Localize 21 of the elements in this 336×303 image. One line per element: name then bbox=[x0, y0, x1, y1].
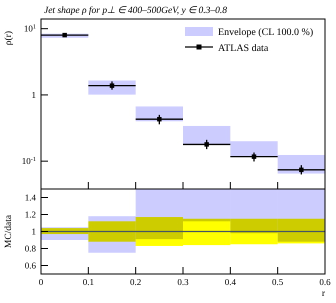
x-axis-title: r bbox=[322, 289, 326, 299]
y-tick-label: 10$^{1}$ bbox=[24, 23, 36, 34]
y-axis-title: ρ(r) bbox=[4, 31, 14, 46]
legend-label: Envelope (CL 100.0 %) bbox=[218, 27, 314, 38]
x-tick-label: 0.4 bbox=[224, 277, 236, 287]
x-tick-label: 0 bbox=[38, 277, 44, 287]
legend-label: ATLAS data bbox=[218, 43, 269, 54]
y-tick-label: 10$^{-1}$ bbox=[22, 156, 36, 166]
chart-title: Jet shape ρ for p⊥ ∈ 400–500GeV, y ∈ 0.3–0.8 bbox=[44, 6, 228, 16]
y-axis-title: MC/data bbox=[4, 214, 14, 248]
x-tick-label: 0.2 bbox=[130, 277, 142, 287]
y-tick-label: 1.2 bbox=[24, 210, 36, 220]
x-tick-label: 0.1 bbox=[82, 277, 94, 287]
x-tick-label: 0.6 bbox=[319, 277, 332, 287]
y-tick-label: 1 bbox=[32, 226, 36, 236]
y-tick-label: 1 bbox=[32, 90, 36, 100]
y-tick-label: 1.4 bbox=[24, 192, 36, 202]
y-tick-label: 0.8 bbox=[24, 244, 36, 254]
x-tick-label: 0.3 bbox=[177, 277, 190, 287]
y-tick-label: 0.6 bbox=[24, 260, 36, 270]
x-tick-label: 0.5 bbox=[272, 277, 284, 287]
